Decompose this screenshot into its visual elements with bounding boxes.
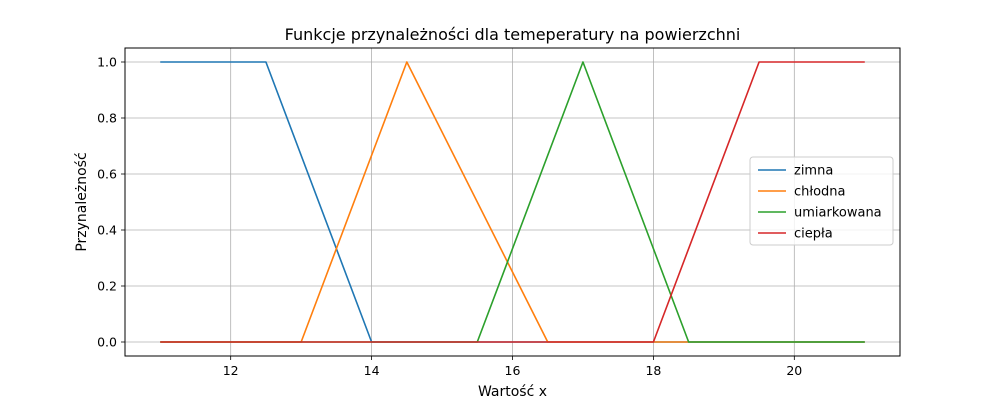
x-tick-label: 16 xyxy=(505,363,521,378)
x-axis-label: Wartość x xyxy=(478,384,547,400)
y-axis-label: Przynależność xyxy=(74,152,90,251)
series-lines xyxy=(160,61,865,343)
legend-label: ciepła xyxy=(794,227,833,242)
ticks: 12 14 16 18 20 0.0 0.2 0.4 0.6 0.8 1.0 xyxy=(97,55,802,379)
y-tick-label: 0.6 xyxy=(97,167,117,182)
series-line-ciepła xyxy=(160,61,865,343)
y-tick-label: 1.0 xyxy=(97,55,117,70)
y-tick-label: 0.8 xyxy=(97,111,117,126)
x-tick-label: 12 xyxy=(223,363,239,378)
y-tick-label: 0.2 xyxy=(97,279,117,294)
legend-label: zimna xyxy=(794,164,833,179)
legend: zimna chłodna umiarkowana ciepła xyxy=(749,156,894,246)
x-tick-label: 18 xyxy=(645,363,661,378)
chart-title: Funkcje przynależności dla temeperatury … xyxy=(285,25,741,44)
legend-box xyxy=(749,156,894,246)
y-tick-label: 0.0 xyxy=(97,335,117,350)
legend-label: umiarkowana xyxy=(794,206,882,221)
x-tick-label: 14 xyxy=(364,363,380,378)
y-tick-label: 0.4 xyxy=(97,223,117,238)
x-tick-label: 20 xyxy=(786,363,802,378)
legend-label: chłodna xyxy=(794,185,846,200)
